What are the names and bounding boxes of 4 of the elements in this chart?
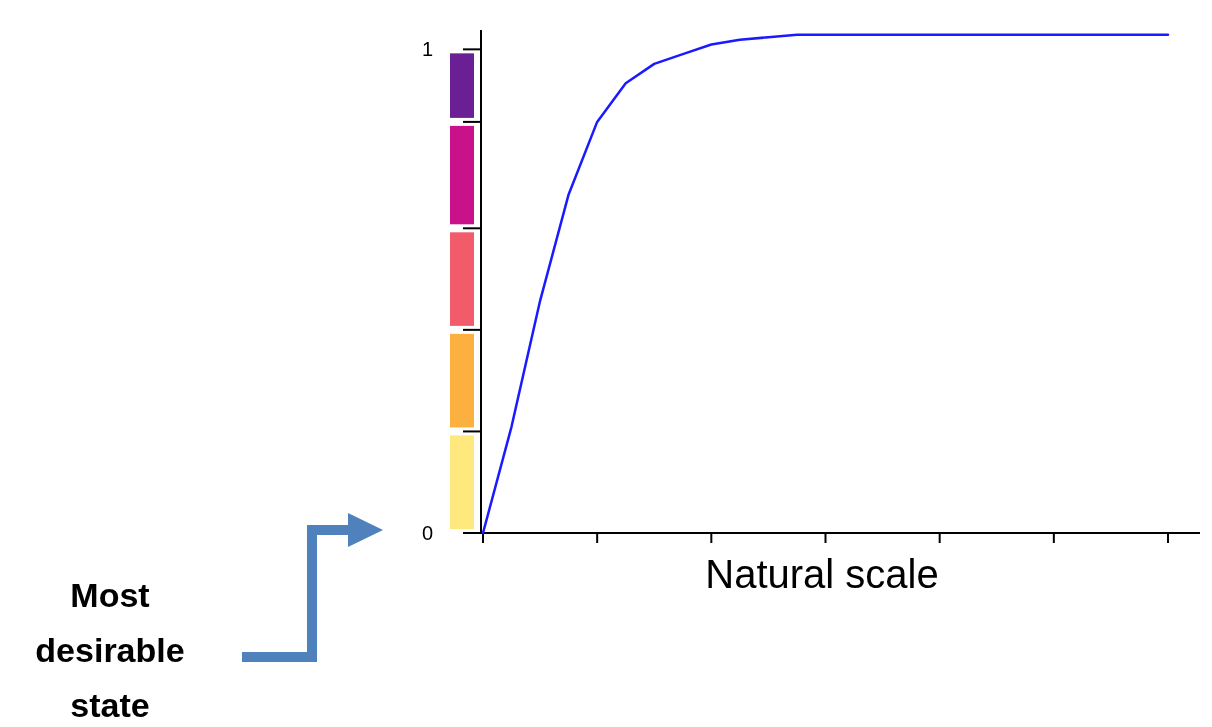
y-tick-label: 1 xyxy=(421,38,433,61)
x-axis-title: Natural scale xyxy=(705,552,939,596)
text: Most desirable state xyxy=(35,576,185,724)
y-tick-label: 0 xyxy=(421,522,433,544)
